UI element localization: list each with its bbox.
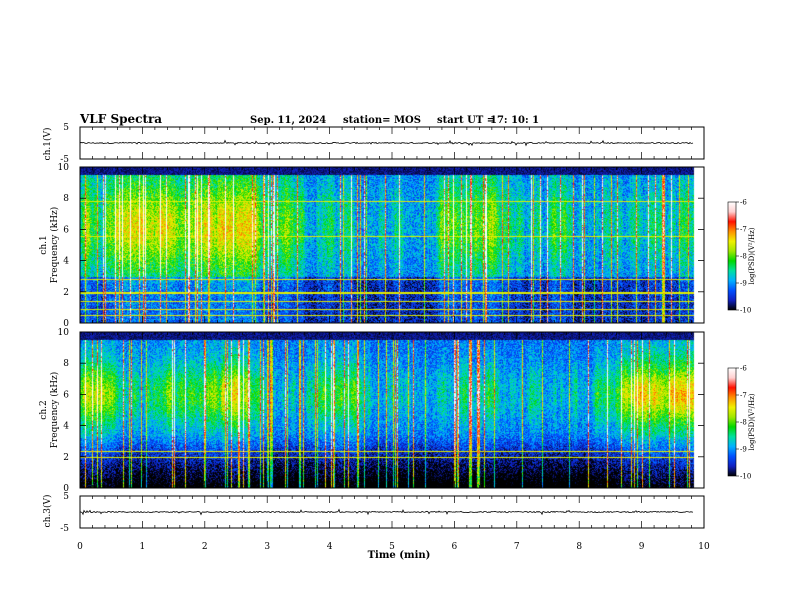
ch3-waveform-trace	[79, 508, 694, 516]
ch1-spectrogram-tick-label: 8	[63, 194, 69, 204]
x-tick-label: 4	[327, 542, 333, 552]
ch2-spectrogram-tick-label: 10	[58, 328, 70, 338]
ch1-colorbar-label: log(PSD)(V²/Hz)	[748, 227, 756, 284]
x-tick-label: 0	[77, 542, 83, 552]
x-tick-label: 6	[452, 542, 458, 552]
x-axis-label: Time (min)	[368, 550, 431, 561]
start-time-value: 17: 10: 1	[490, 115, 539, 126]
ch1-waveform-tick-label: 5	[63, 123, 69, 133]
x-tick-label: 9	[639, 542, 645, 552]
ch2-spectrogram-tick-label: 4	[63, 422, 69, 432]
colorbar-tick-label: -7	[740, 226, 747, 234]
colorbar-tick-label: -6	[740, 199, 747, 207]
x-tick-label: 7	[514, 542, 520, 552]
x-tick-label: 1	[140, 542, 146, 552]
ch2-spectrogram-tick-label: 0	[63, 484, 69, 494]
ch1-colorbar	[727, 201, 737, 311]
colorbar-tick-label: -10	[740, 307, 751, 315]
date-label: Sep. 11, 2024	[250, 115, 326, 126]
ch1-spectrogram-ylabel-channel: ch.1	[39, 235, 49, 254]
x-tick-label: 3	[264, 542, 270, 552]
x-tick-label: 8	[576, 542, 582, 552]
ch2-spectrogram-tick-label: 6	[63, 390, 69, 400]
ch2-colorbar-label: log(PSD)(V²/Hz)	[748, 393, 756, 450]
ch1-spectrogram-image	[80, 167, 704, 323]
ch2-spectrogram-image	[80, 332, 704, 488]
ch1-spectrogram-ylabel-freq: Frequency (kHz)	[49, 207, 60, 284]
ch2-spectrogram-tick-label: 2	[63, 453, 69, 463]
x-tick-label: 2	[202, 542, 208, 552]
ch2-spectrogram-ylabel-channel: ch.2	[39, 400, 49, 419]
colorbar-tick-label: -9	[740, 446, 747, 454]
ch3-waveform-tick-label: -5	[60, 524, 69, 534]
ch2-spectrogram-ylabel-freq: Frequency (kHz)	[49, 372, 60, 449]
ch1-waveform-ylabel: ch.1(V)	[42, 128, 53, 161]
ch1-spectrogram-tick-label: 0	[63, 319, 69, 329]
ch1-spectrogram-tick-label: 2	[63, 288, 69, 298]
colorbar-tick-label: -10	[740, 473, 751, 481]
colorbar-tick-label: -7	[740, 392, 747, 400]
colorbar-tick-label: -8	[740, 419, 747, 427]
colorbar-tick-label: -8	[740, 253, 747, 261]
ch1-spectrogram-tick-label: 4	[63, 257, 69, 267]
ch3-waveform-tick-label: 5	[63, 492, 69, 502]
ch1-spectrogram-tick-label: 6	[63, 225, 69, 235]
ch2-colorbar	[727, 367, 737, 477]
figure-title: VLF Spectra	[79, 112, 162, 126]
axes-layer: -6-7-8-9-10-6-7-8-9-105-55-5024681002468…	[58, 123, 752, 552]
station-label: station= MOS	[343, 115, 421, 126]
ch1-waveform-trace	[79, 139, 694, 147]
ch3-waveform-ylabel: ch.3(V)	[42, 495, 53, 528]
x-tick-label: 5	[389, 542, 395, 552]
colorbar-tick-label: -6	[740, 365, 747, 373]
start-time-prefix: start UT =	[437, 115, 495, 126]
ch1-waveform-tick-label: -5	[60, 155, 69, 165]
colorbar-tick-label: -9	[740, 280, 747, 288]
ch1-spectrogram-tick-label: 10	[58, 163, 70, 173]
ch2-spectrogram-tick-label: 8	[63, 359, 69, 369]
x-tick-label: 10	[698, 542, 710, 552]
